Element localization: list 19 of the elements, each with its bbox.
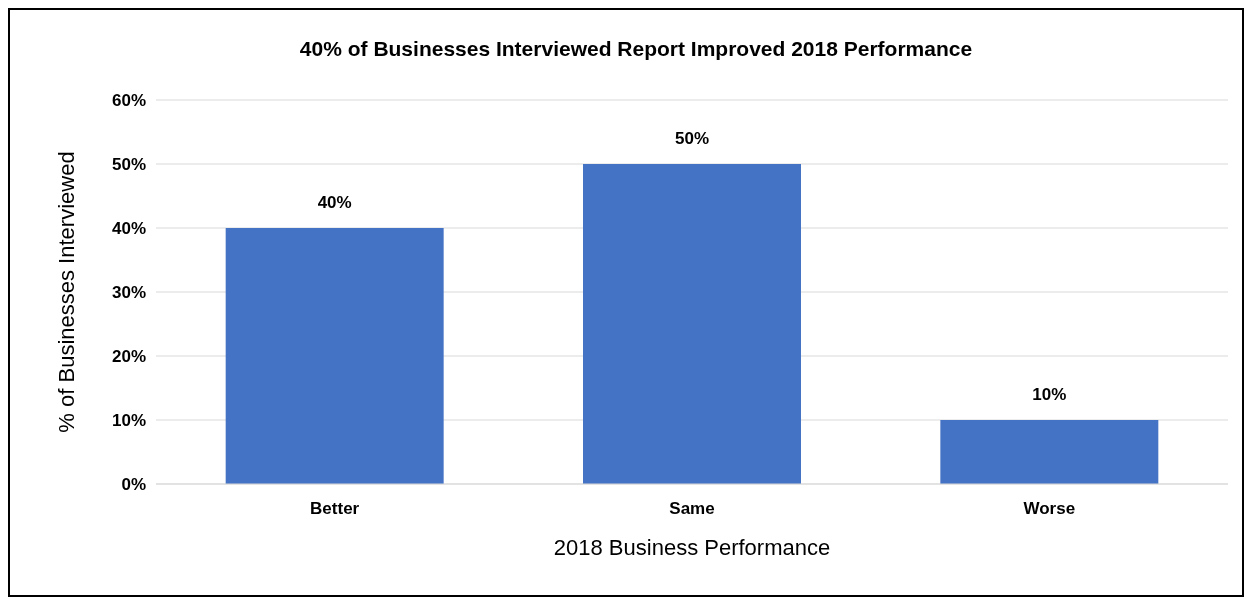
x-axis-title: 2018 Business Performance <box>553 535 831 560</box>
x-tick-label: Worse <box>1023 499 1076 518</box>
data-label: 10% <box>1032 385 1067 404</box>
y-tick-label: 0% <box>121 474 146 494</box>
y-tick-label: 50% <box>111 154 146 174</box>
data-label: 50% <box>674 129 710 148</box>
y-tick-label: 20% <box>111 346 146 366</box>
bar <box>225 228 444 484</box>
y-tick-label: 60% <box>111 90 146 110</box>
y-tick-label: 30% <box>111 282 146 302</box>
x-tick-label: Better <box>310 499 360 518</box>
y-axis-title: % of Businesses Interviewed <box>54 151 79 433</box>
data-label: 40% <box>317 193 352 212</box>
bar <box>940 420 1159 484</box>
bar <box>583 164 801 484</box>
y-tick-label: 10% <box>111 410 146 430</box>
chart-title: 40% of Businesses Interviewed Report Improved 2018 Performance <box>299 37 973 60</box>
y-tick-label: 40% <box>111 218 146 238</box>
x-tick-label: Same <box>669 499 715 518</box>
